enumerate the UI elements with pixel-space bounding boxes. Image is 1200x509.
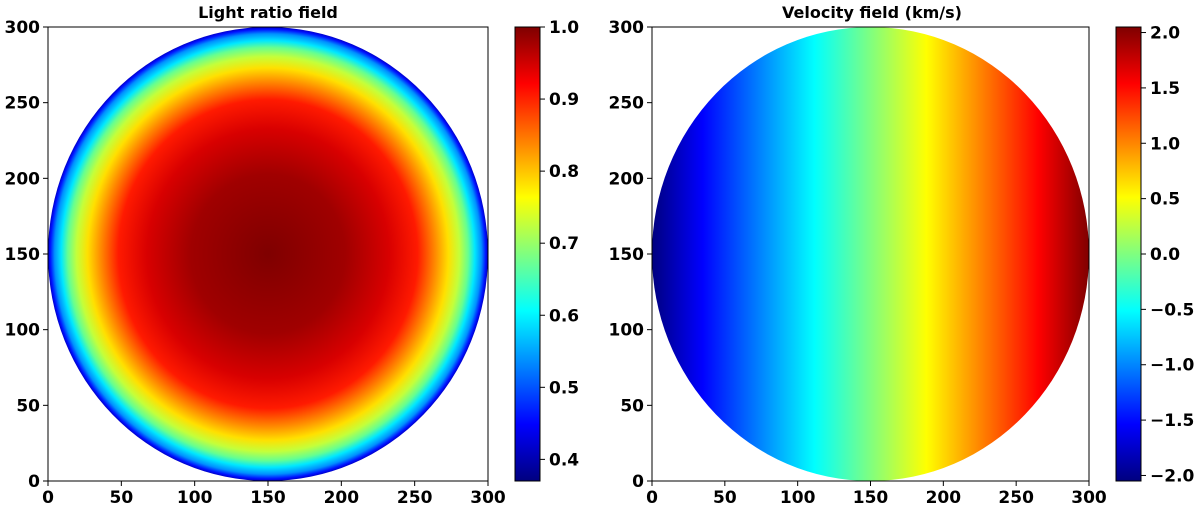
light-ratio-colorbar-tick-label: 0.8 <box>549 162 579 182</box>
light-ratio-y-ticks: 0 50 100 150 200 250 300 <box>5 18 48 492</box>
light-ratio-colorbar-fill <box>515 27 540 481</box>
light-ratio-y-tick-label: 150 <box>5 245 41 265</box>
velocity-colorbar-tick-label: 2.0 <box>1150 24 1180 44</box>
light-ratio-x-tick-label: 200 <box>324 488 360 508</box>
velocity-x-tick-label: 100 <box>780 488 816 508</box>
velocity-colorbar-tick-label: 1.0 <box>1150 134 1180 154</box>
light-ratio-colorbar-tick-label: 0.5 <box>549 378 579 398</box>
velocity-y-tick-label: 0 <box>632 472 644 492</box>
velocity-title: Velocity field (km/s) <box>782 3 962 22</box>
velocity-y-tick-label: 300 <box>609 18 645 38</box>
velocity-x-tick-label: 0 <box>646 488 658 508</box>
light-ratio-x-tick-label: 150 <box>250 488 286 508</box>
velocity-y-tick-label: 150 <box>609 245 645 265</box>
light-ratio-disk-shape <box>48 27 488 481</box>
velocity-colorbar-tick-label: 0.0 <box>1150 245 1180 265</box>
velocity-colorbar-tick-label: 0.5 <box>1150 190 1180 210</box>
velocity-panel: Velocity field (km/s) 0 50 100 150 200 250 300… <box>609 3 1195 508</box>
light-ratio-colorbar-tick-label: 0.9 <box>549 90 579 110</box>
light-ratio-title: Light ratio field <box>198 3 338 22</box>
velocity-x-tick-label: 200 <box>926 488 962 508</box>
velocity-disk-shape <box>652 27 1089 481</box>
velocity-x-tick-label: 50 <box>713 488 737 508</box>
velocity-x-tick-label: 300 <box>1071 488 1107 508</box>
light-ratio-y-tick-label: 0 <box>28 472 40 492</box>
light-ratio-x-tick-label: 50 <box>109 488 133 508</box>
velocity-colorbar-fill <box>1116 27 1141 481</box>
velocity-x-tick-label: 250 <box>998 488 1034 508</box>
light-ratio-x-tick-label: 250 <box>397 488 433 508</box>
light-ratio-x-tick-label: 0 <box>42 488 54 508</box>
light-ratio-colorbar-tick-label: 1.0 <box>549 18 579 38</box>
velocity-y-tick-label: 50 <box>620 396 644 416</box>
velocity-colorbar-tick-label: −2.0 <box>1150 466 1195 486</box>
velocity-y-tick-label: 100 <box>609 321 645 341</box>
light-ratio-y-tick-label: 50 <box>16 396 40 416</box>
light-ratio-colorbar: 1.0 0.9 0.8 0.7 0.6 0.5 0.4 <box>514 18 579 482</box>
velocity-x-tick-label: 150 <box>853 488 889 508</box>
velocity-x-ticks: 0 50 100 150 200 250 300 <box>646 481 1107 508</box>
velocity-disk <box>652 27 1089 481</box>
velocity-colorbar-tick-label: −1.0 <box>1150 356 1195 376</box>
velocity-colorbar-tick-label: −0.5 <box>1150 300 1194 320</box>
light-ratio-y-tick-label: 300 <box>5 18 41 38</box>
light-ratio-y-tick-label: 100 <box>5 321 41 341</box>
velocity-y-ticks: 0 50 100 150 200 250 300 <box>609 18 652 492</box>
light-ratio-panel: Light ratio field 0 50 100 150 200 250 300 0 50… <box>5 3 580 508</box>
light-ratio-disk <box>48 27 488 481</box>
light-ratio-colorbar-tick-label: 0.4 <box>549 450 579 470</box>
velocity-y-tick-label: 200 <box>609 169 645 189</box>
light-ratio-y-tick-label: 200 <box>5 169 41 189</box>
light-ratio-x-ticks: 0 50 100 150 200 250 300 <box>42 481 506 508</box>
light-ratio-colorbar-tick-label: 0.7 <box>549 234 579 254</box>
light-ratio-x-tick-label: 100 <box>177 488 213 508</box>
light-ratio-colorbar-frame <box>514 26 541 482</box>
velocity-y-tick-label: 250 <box>609 94 645 114</box>
light-ratio-colorbar-tick-label: 0.6 <box>549 306 579 326</box>
light-ratio-x-tick-label: 300 <box>470 488 506 508</box>
light-ratio-y-tick-label: 250 <box>5 94 41 114</box>
velocity-colorbar: 2.0 1.5 1.0 0.5 0.0 −0.5 −1.0 −1.5 −2.0 <box>1115 24 1195 486</box>
velocity-colorbar-tick-label: −1.5 <box>1150 411 1194 431</box>
velocity-colorbar-tick-label: 1.5 <box>1150 79 1180 99</box>
